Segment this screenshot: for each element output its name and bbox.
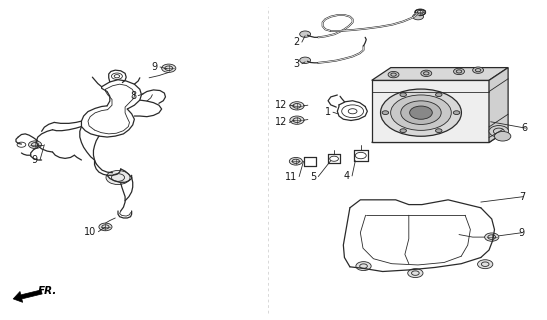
Circle shape — [410, 106, 432, 119]
Text: 6: 6 — [522, 123, 528, 133]
Text: 7: 7 — [519, 192, 526, 202]
Polygon shape — [372, 80, 489, 142]
Circle shape — [382, 111, 388, 115]
Circle shape — [494, 132, 511, 141]
Text: 1: 1 — [325, 107, 331, 117]
Circle shape — [453, 111, 460, 115]
Circle shape — [412, 13, 423, 20]
Circle shape — [391, 95, 451, 130]
Circle shape — [388, 71, 399, 78]
Circle shape — [289, 157, 302, 165]
Circle shape — [408, 269, 423, 277]
Text: 9: 9 — [152, 62, 158, 72]
Circle shape — [415, 9, 426, 15]
Circle shape — [400, 93, 406, 97]
Circle shape — [28, 141, 42, 148]
Circle shape — [401, 101, 441, 124]
Text: 2: 2 — [293, 37, 300, 47]
Text: 9: 9 — [519, 228, 525, 238]
Text: 10: 10 — [84, 227, 96, 237]
Circle shape — [453, 68, 464, 75]
Circle shape — [478, 260, 493, 269]
Circle shape — [400, 129, 406, 132]
Polygon shape — [372, 68, 508, 80]
Circle shape — [290, 102, 304, 110]
FancyArrowPatch shape — [13, 290, 42, 302]
Circle shape — [473, 67, 484, 73]
Circle shape — [99, 223, 112, 231]
Circle shape — [162, 64, 176, 72]
Circle shape — [381, 89, 462, 136]
Circle shape — [435, 93, 442, 97]
Text: 8: 8 — [130, 91, 136, 101]
Text: FR.: FR. — [38, 286, 57, 296]
Circle shape — [421, 70, 432, 76]
Text: 9: 9 — [32, 155, 38, 165]
Circle shape — [435, 129, 442, 132]
Text: 5: 5 — [310, 172, 316, 181]
Circle shape — [300, 31, 311, 37]
Circle shape — [489, 125, 509, 137]
Text: 12: 12 — [275, 117, 287, 127]
Polygon shape — [372, 130, 508, 142]
Text: 3: 3 — [294, 59, 300, 69]
Circle shape — [485, 233, 499, 241]
Circle shape — [356, 262, 371, 270]
Circle shape — [106, 171, 130, 185]
Circle shape — [290, 116, 304, 124]
Text: 11: 11 — [284, 172, 297, 181]
Circle shape — [300, 57, 311, 63]
Text: 4: 4 — [344, 171, 350, 181]
Text: 12: 12 — [275, 100, 287, 110]
Polygon shape — [489, 68, 508, 142]
